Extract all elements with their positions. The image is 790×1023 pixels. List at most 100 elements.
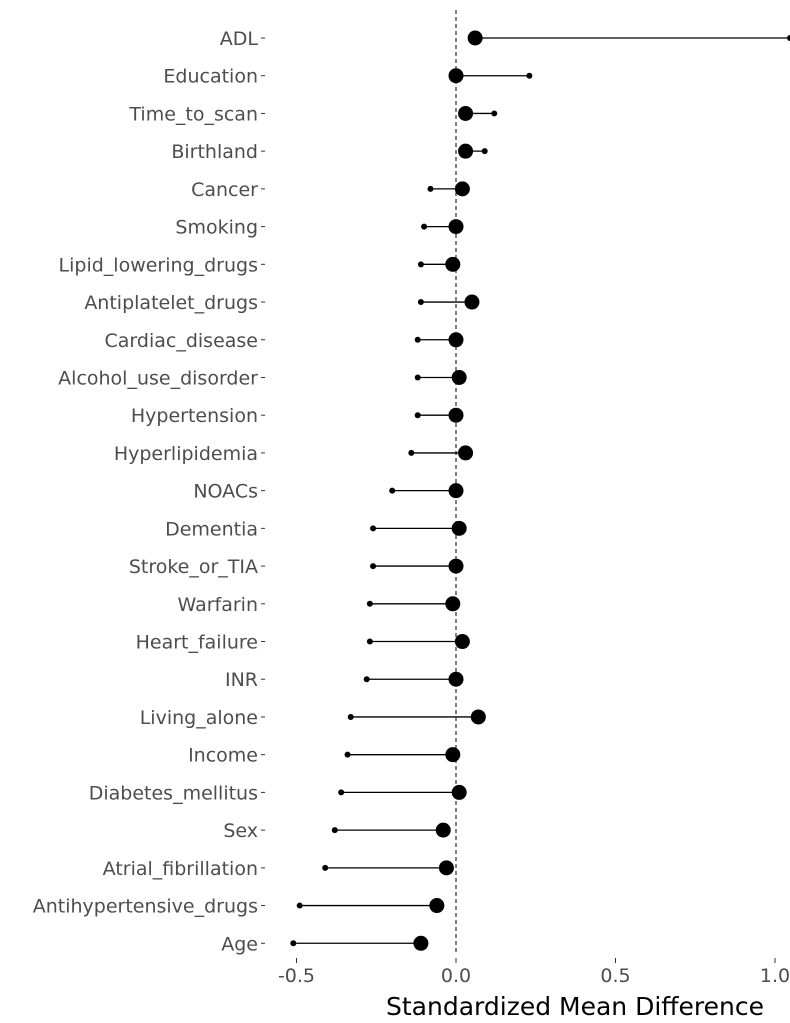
y-tick-label: Living_alone xyxy=(140,707,258,729)
large-point xyxy=(451,520,467,536)
large-point xyxy=(458,105,474,121)
y-tick-label: Cardiac_disease xyxy=(105,330,258,352)
y-tick-label: Dementia xyxy=(165,518,258,540)
row-adl: ADL xyxy=(220,28,790,50)
row-birthland: Birthland xyxy=(171,141,488,163)
small-point xyxy=(414,412,421,419)
large-point xyxy=(445,747,461,763)
small-point xyxy=(421,223,428,230)
small-point xyxy=(389,487,396,494)
row-dementia: Dementia xyxy=(165,518,467,540)
row-cancer: Cancer xyxy=(191,179,470,201)
row-alcohol-use-disorder: Alcohol_use_disorder xyxy=(58,367,467,389)
small-point xyxy=(417,261,424,268)
large-point xyxy=(448,483,464,499)
small-point xyxy=(414,374,421,381)
y-tick-label: NOACs xyxy=(193,481,258,503)
large-point xyxy=(451,369,467,385)
y-tick-label: Hyperlipidemia xyxy=(114,443,258,465)
row-education: Education xyxy=(163,66,533,88)
row-smoking: Smoking xyxy=(175,217,464,239)
y-tick-label: Cancer xyxy=(191,179,258,201)
large-point xyxy=(445,596,461,612)
x-axis-title: Standardized Mean Difference xyxy=(386,992,764,1021)
large-point xyxy=(448,558,464,574)
row-time-to-scan: Time_to_scan xyxy=(128,103,498,125)
small-point xyxy=(290,940,297,947)
small-point xyxy=(331,827,338,834)
y-tick-label: Atrial_fibrillation xyxy=(103,858,258,880)
small-point xyxy=(366,638,373,645)
y-tick-label: Alcohol_use_disorder xyxy=(58,367,258,389)
row-antiplatelet-drugs: Antiplatelet_drugs xyxy=(84,292,480,314)
y-tick-label: Age xyxy=(221,933,258,955)
large-point xyxy=(448,332,464,348)
y-tick-label: Heart_failure xyxy=(136,632,258,654)
large-point xyxy=(458,143,474,159)
y-tick-label: Sex xyxy=(223,820,258,842)
y-tick-label: Antiplatelet_drugs xyxy=(84,292,258,314)
small-point xyxy=(408,449,415,456)
y-tick-label: Antihypertensive_drugs xyxy=(33,896,258,918)
x-axis: -0.5 0.0 0.5 1.0 xyxy=(278,958,790,987)
large-point xyxy=(448,407,464,423)
large-point xyxy=(470,709,486,725)
row-hyperlipidemia: Hyperlipidemia xyxy=(114,443,474,465)
small-point xyxy=(491,110,498,117)
row-warfarin: Warfarin xyxy=(178,594,461,616)
small-point xyxy=(370,525,377,532)
row-age: Age xyxy=(221,933,429,955)
y-tick-label: Stroke_or_TIA xyxy=(129,556,258,578)
small-point xyxy=(526,72,533,79)
small-point xyxy=(787,35,790,41)
row-stroke-or-tia: Stroke_or_TIA xyxy=(129,556,464,578)
large-point xyxy=(464,294,480,310)
small-point xyxy=(347,713,354,720)
large-point xyxy=(448,68,464,84)
y-tick-label: Warfarin xyxy=(178,594,259,616)
small-point xyxy=(427,185,434,192)
row-cardiac-disease: Cardiac_disease xyxy=(105,330,464,352)
x-tick-label: 0.5 xyxy=(600,965,630,987)
row-sex: Sex xyxy=(223,820,451,842)
y-tick-label: ADL xyxy=(220,28,259,50)
small-point xyxy=(344,751,351,758)
large-point xyxy=(429,898,445,914)
large-point xyxy=(454,634,470,650)
large-point xyxy=(454,181,470,197)
small-point xyxy=(363,676,370,683)
row-heart-failure: Heart_failure xyxy=(136,632,470,654)
large-point xyxy=(448,671,464,687)
small-point xyxy=(481,148,488,155)
large-point xyxy=(458,445,474,461)
x-tick-label: 0.0 xyxy=(441,965,471,987)
row-noacs: NOACs xyxy=(193,481,464,503)
chart-rows: ADL Education Time_to_scan Birthland Cancer S… xyxy=(33,10,790,955)
y-tick-label: INR xyxy=(225,669,258,691)
row-living-alone: Living_alone xyxy=(140,707,486,729)
row-lipid-lowering-drugs: Lipid_lowering_drugs xyxy=(59,254,461,276)
large-point xyxy=(451,784,467,800)
small-point xyxy=(417,299,424,306)
small-point xyxy=(322,864,329,871)
y-tick-label: Hypertension xyxy=(131,405,258,427)
y-tick-label: Income xyxy=(188,745,258,767)
row-atrial-fibrillation: Atrial_fibrillation xyxy=(103,858,454,880)
y-tick-label: Smoking xyxy=(175,217,258,239)
x-tick-label: 1.0 xyxy=(760,965,790,987)
row-income: Income xyxy=(188,745,461,767)
row-inr: INR xyxy=(225,669,464,691)
small-point xyxy=(366,600,373,607)
small-point xyxy=(296,902,303,909)
large-point xyxy=(467,30,483,46)
large-point xyxy=(435,822,451,838)
y-tick-label: Education xyxy=(163,66,258,88)
small-point xyxy=(414,336,421,343)
row-hypertension: Hypertension xyxy=(131,405,464,427)
large-point xyxy=(413,935,429,951)
large-point xyxy=(445,256,461,272)
row-diabetes-mellitus: Diabetes_mellitus xyxy=(89,782,467,804)
y-tick-label: Birthland xyxy=(171,141,258,163)
small-point xyxy=(370,563,377,570)
